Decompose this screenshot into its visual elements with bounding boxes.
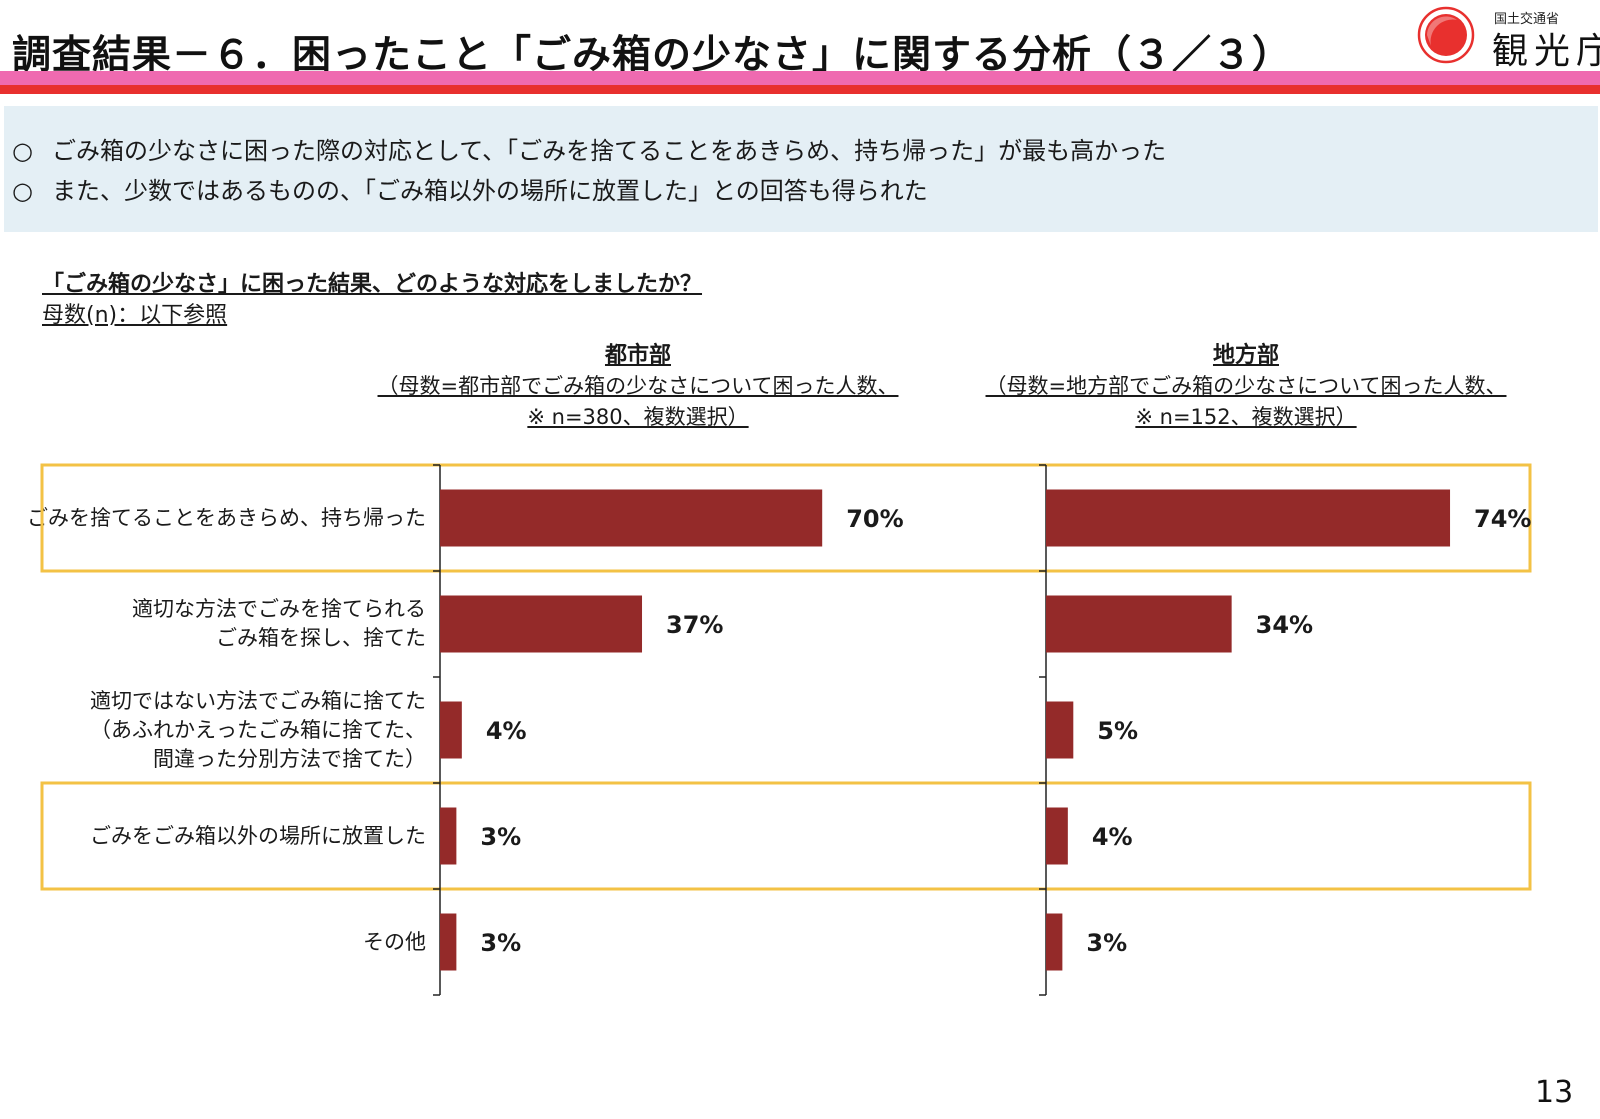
category-label: 適切な方法でごみを捨てられるごみ箱を探し、捨てた — [132, 595, 426, 653]
rural-title: 地方部 — [1212, 343, 1279, 368]
category-label-line: 間違った分別方法で捨てた） — [153, 746, 426, 771]
bar — [440, 489, 823, 547]
logo-agency-text: 観光庁 — [1492, 31, 1600, 72]
category-label-line: （あふれかえったごみ箱に捨てた、 — [90, 717, 426, 742]
bar — [1046, 807, 1068, 865]
category-label: ごみをごみ箱以外の場所に放置した — [90, 822, 426, 851]
urban-title: 都市部 — [604, 343, 671, 368]
bar — [440, 807, 457, 865]
value-label: 4% — [486, 717, 527, 745]
rural-column-header: 地方部 （母数=地方部でごみ箱の少なさについて困った人数、 ※ n=152、複数… — [976, 341, 1516, 433]
summary-text: また、少数ではあるものの、「ごみ箱以外の場所に放置した」との回答も得られた — [52, 177, 928, 205]
value-label: 3% — [480, 929, 521, 957]
urban-sub1: （母数=都市部でごみ箱の少なさについて困った人数、 — [377, 374, 899, 398]
logo-ministry-text: 国土交通省 — [1494, 12, 1560, 27]
summary-text: ごみ箱の少なさに困った際の対応として、「ごみを捨てることをあきらめ、持ち帰った」… — [52, 137, 1167, 165]
summary-box: ○ ごみ箱の少なさに困った際の対応として、「ごみを捨てることをあきらめ、持ち帰った… — [4, 106, 1598, 232]
category-label: 適切ではない方法でごみ箱に捨てた （あふれかえったごみ箱に捨てた、間違った分別方法… — [90, 687, 426, 774]
value-label: 3% — [1086, 929, 1127, 957]
page-title: 調査結果－６．困ったこと「ごみ箱の少なさ」に関する分析（３／３） — [12, 33, 1293, 78]
title-underline-pink — [0, 71, 1600, 85]
rural-sub1: （母数=地方部でごみ箱の少なさについて困った人数、 — [985, 374, 1507, 398]
bar — [1046, 701, 1074, 759]
bar — [440, 595, 643, 653]
survey-question: 「ごみ箱の少なさ」に困った結果、どのような対応をしましたか？ — [42, 272, 703, 297]
value-label: 37% — [666, 611, 723, 639]
bar — [1046, 913, 1063, 971]
category-label-line: ごみ箱を探し、捨てた — [216, 626, 426, 650]
urban-column-header: 都市部 （母数=都市部でごみ箱の少なさについて困った人数、 ※ n=380、複数… — [368, 341, 908, 433]
value-label: 5% — [1097, 717, 1138, 745]
bar — [1046, 595, 1232, 653]
highlight-box — [40, 463, 1532, 573]
logo-mark-icon — [1417, 6, 1475, 64]
value-label: 4% — [1092, 823, 1133, 851]
bar — [1046, 489, 1451, 547]
bullet-icon: ○ — [12, 177, 33, 205]
value-label: 34% — [1256, 611, 1313, 639]
agency-logo: 国土交通省 観光庁 — [1417, 4, 1600, 72]
category-label-line: 適切ではない方法でごみ箱に捨てた — [90, 688, 426, 713]
category-label-line: その他 — [363, 929, 426, 954]
value-label: 74% — [1474, 505, 1531, 533]
bar — [440, 913, 457, 971]
summary-item: ○ ごみ箱の少なさに困った際の対応として、「ごみを捨てることをあきらめ、持ち帰った… — [12, 131, 1166, 166]
category-label-line: 適切な方法でごみを捨てられる — [132, 597, 426, 621]
category-label-line: ごみを捨てることをあきらめ、持ち帰った — [27, 505, 426, 530]
highlight-box — [40, 781, 1532, 891]
page-number: 13 — [1535, 1075, 1574, 1110]
value-label: 70% — [846, 505, 903, 533]
value-label: 3% — [480, 823, 521, 851]
title-underline-red — [0, 85, 1600, 94]
category-label-line: ごみをごみ箱以外の場所に放置した — [90, 823, 426, 848]
summary-item: ○ また、少数ではあるものの、「ごみ箱以外の場所に放置した」との回答も得られた — [12, 171, 928, 206]
rural-sub2: ※ n=152、複数選択） — [1135, 405, 1357, 429]
bullet-icon: ○ — [12, 137, 33, 165]
category-label: ごみを捨てることをあきらめ、持ち帰った — [27, 504, 426, 533]
base-note: 母数(n)：以下参照 — [42, 303, 228, 328]
category-label: その他 — [363, 928, 426, 957]
urban-sub2: ※ n=380、複数選択） — [527, 405, 749, 429]
bar — [440, 701, 462, 759]
